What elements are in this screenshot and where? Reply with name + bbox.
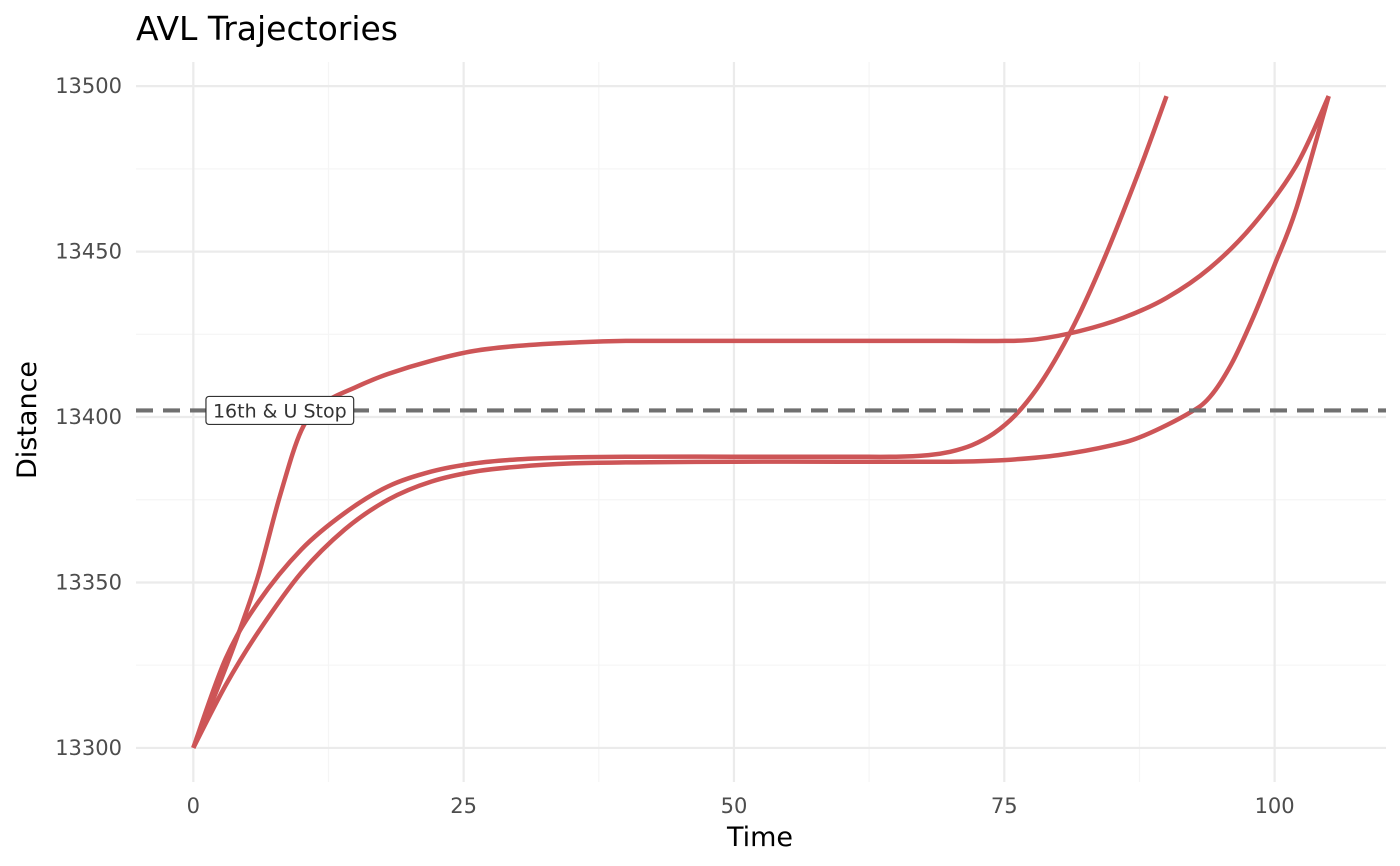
series-line-1	[191, 95, 1331, 749]
y-tick-label: 13500	[55, 74, 122, 98]
series-line-2	[191, 95, 1169, 749]
series-lines	[191, 95, 1331, 749]
x-tick-labels: 0 25 50 75 100	[187, 794, 1295, 818]
y-tick-labels: 13300 13350 13400 13450 13500	[55, 74, 122, 760]
x-axis-title: Time	[726, 822, 793, 853]
x-tick-label: 50	[721, 794, 748, 818]
reference-line-label-box	[205, 395, 355, 426]
reference-line-group: 16th & U Stop	[136, 395, 1386, 426]
x-tick-label: 25	[450, 794, 477, 818]
y-tick-label: 13300	[55, 736, 122, 760]
x-tick-label: 100	[1255, 794, 1295, 818]
y-axis-title: Distance	[12, 361, 43, 479]
grid-minor	[136, 62, 1386, 782]
y-tick-label: 13450	[55, 240, 122, 264]
x-tick-label: 75	[991, 794, 1018, 818]
y-tick-label: 13350	[55, 570, 122, 594]
series-line-3	[191, 95, 1331, 749]
x-tick-label: 0	[187, 794, 200, 818]
chart-title: AVL Trajectories	[136, 9, 398, 48]
grid-major	[136, 62, 1386, 782]
y-tick-label: 13400	[55, 405, 122, 429]
reference-line-label: 16th & U Stop	[213, 400, 347, 422]
